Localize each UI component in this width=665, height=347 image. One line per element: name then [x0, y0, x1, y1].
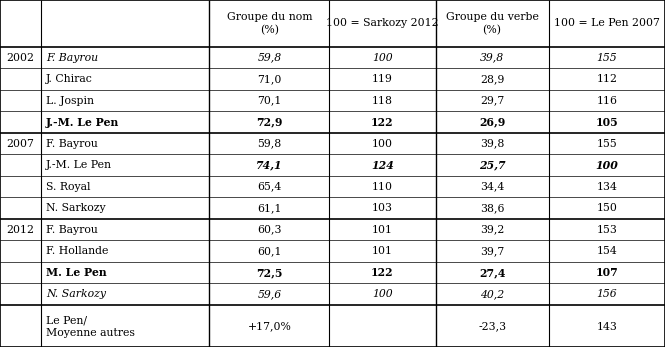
Text: -23,3: -23,3: [478, 322, 506, 331]
Text: 72,5: 72,5: [256, 267, 283, 278]
Text: 100: 100: [595, 160, 618, 171]
Text: 134: 134: [597, 182, 617, 192]
Text: 39,7: 39,7: [480, 246, 504, 256]
Text: 119: 119: [372, 74, 393, 84]
Text: 101: 101: [372, 246, 393, 256]
Text: 59,6: 59,6: [257, 289, 281, 299]
Text: 28,9: 28,9: [480, 74, 504, 84]
Text: 150: 150: [597, 203, 617, 213]
Text: 34,4: 34,4: [480, 182, 504, 192]
Text: 103: 103: [372, 203, 393, 213]
Text: J.-M. Le Pen: J.-M. Le Pen: [46, 117, 119, 128]
Text: 61,1: 61,1: [257, 203, 281, 213]
Text: 26,9: 26,9: [479, 117, 505, 128]
Text: L. Jospin: L. Jospin: [46, 96, 94, 105]
Text: 124: 124: [371, 160, 394, 171]
Text: 101: 101: [372, 225, 393, 235]
Text: S. Royal: S. Royal: [46, 182, 90, 192]
Text: 59,8: 59,8: [257, 139, 281, 149]
Text: 122: 122: [371, 117, 394, 128]
Text: 60,1: 60,1: [257, 246, 281, 256]
Text: 155: 155: [597, 139, 617, 149]
Text: M. Le Pen: M. Le Pen: [46, 267, 106, 278]
Text: Le Pen/
Moyenne autres: Le Pen/ Moyenne autres: [46, 315, 135, 338]
Text: 74,1: 74,1: [256, 160, 283, 171]
Text: 65,4: 65,4: [257, 182, 281, 192]
Text: Groupe du nom
(%): Groupe du nom (%): [227, 12, 312, 35]
Text: 27,4: 27,4: [479, 267, 505, 278]
Text: 60,3: 60,3: [257, 225, 281, 235]
Text: +17,0%: +17,0%: [247, 322, 291, 331]
Text: 116: 116: [597, 96, 617, 105]
Text: 39,8: 39,8: [480, 139, 504, 149]
Text: 100 = Sarkozy 2012: 100 = Sarkozy 2012: [326, 18, 439, 28]
Text: 59,8: 59,8: [257, 53, 281, 62]
Text: 153: 153: [597, 225, 617, 235]
Text: 100: 100: [372, 53, 393, 62]
Text: 156: 156: [597, 289, 617, 299]
Text: F. Bayrou: F. Bayrou: [46, 225, 98, 235]
Text: 122: 122: [371, 267, 394, 278]
Text: N. Sarkozy: N. Sarkozy: [46, 203, 106, 213]
Text: 100: 100: [372, 139, 393, 149]
Text: 71,0: 71,0: [257, 74, 281, 84]
Text: 155: 155: [597, 53, 617, 62]
Text: F. Bayrou: F. Bayrou: [46, 53, 98, 62]
Text: 107: 107: [595, 267, 618, 278]
Text: 40,2: 40,2: [480, 289, 504, 299]
Text: 143: 143: [597, 322, 617, 331]
Text: 25,7: 25,7: [479, 160, 505, 171]
Text: 100 = Le Pen 2007: 100 = Le Pen 2007: [554, 18, 660, 28]
Text: Groupe du verbe
(%): Groupe du verbe (%): [446, 12, 539, 35]
Text: J. Chirac: J. Chirac: [46, 74, 92, 84]
Text: 105: 105: [595, 117, 618, 128]
Text: 39,8: 39,8: [480, 53, 504, 62]
Text: F. Bayrou: F. Bayrou: [46, 139, 98, 149]
Text: N. Sarkozy: N. Sarkozy: [46, 289, 106, 299]
Text: 118: 118: [372, 96, 393, 105]
Text: F. Hollande: F. Hollande: [46, 246, 108, 256]
Text: 2002: 2002: [7, 53, 35, 62]
Text: 72,9: 72,9: [256, 117, 283, 128]
Text: 38,6: 38,6: [480, 203, 504, 213]
Text: 39,2: 39,2: [480, 225, 504, 235]
Text: 100: 100: [372, 289, 393, 299]
Text: 2007: 2007: [7, 139, 35, 149]
Text: 110: 110: [372, 182, 393, 192]
Text: 154: 154: [597, 246, 617, 256]
Text: 2012: 2012: [7, 225, 35, 235]
Text: J.-M. Le Pen: J.-M. Le Pen: [46, 160, 112, 170]
Text: 29,7: 29,7: [480, 96, 504, 105]
Text: 70,1: 70,1: [257, 96, 281, 105]
Text: 112: 112: [597, 74, 617, 84]
